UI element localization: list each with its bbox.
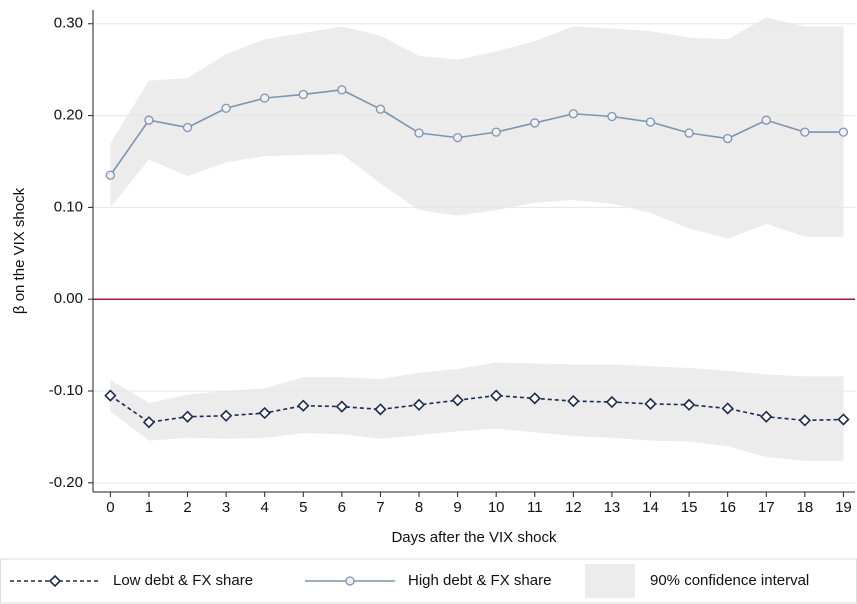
point <box>491 127 501 137</box>
point <box>723 133 733 144</box>
point <box>221 103 231 113</box>
point <box>528 392 541 405</box>
x-tick-label: 18 <box>796 499 813 516</box>
point <box>451 394 464 407</box>
point <box>721 402 734 415</box>
legend-label: 90% confidence interval <box>650 572 809 589</box>
x-tick-label: 7 <box>376 499 384 516</box>
x-tick-label: 16 <box>719 499 736 516</box>
x-tick-label: 0 <box>106 499 114 516</box>
point <box>412 398 426 411</box>
point <box>568 109 578 119</box>
point <box>684 128 694 138</box>
point <box>374 403 387 416</box>
x-tick-label: 2 <box>183 499 191 516</box>
y-tick-label: 0.20 <box>54 107 83 124</box>
point <box>837 413 850 426</box>
point <box>297 399 310 412</box>
x-tick-label: 12 <box>565 499 582 516</box>
y-tick-label: -0.10 <box>49 382 83 399</box>
x-tick-label: 6 <box>338 499 346 516</box>
point <box>337 85 347 95</box>
legend-box <box>0 558 857 604</box>
y-tick-label: 0.30 <box>54 15 83 32</box>
x-tick-label: 13 <box>604 499 621 516</box>
point <box>605 395 619 409</box>
point <box>260 93 270 103</box>
y-tick-label: 0.10 <box>54 198 83 215</box>
x-tick-label: 8 <box>415 499 423 516</box>
point <box>761 115 771 125</box>
point <box>104 389 117 402</box>
legend-marker <box>345 576 355 586</box>
point <box>800 127 810 137</box>
point <box>838 127 849 137</box>
point <box>760 410 773 423</box>
x-tick-label: 14 <box>642 499 659 516</box>
point <box>567 394 580 408</box>
x-tick-label: 3 <box>222 499 230 516</box>
x-tick-label: 10 <box>488 499 505 516</box>
x-tick-label: 5 <box>299 499 307 516</box>
x-tick-label: 9 <box>453 499 461 516</box>
point <box>298 89 308 100</box>
point <box>258 406 271 420</box>
confidence-band <box>110 17 844 239</box>
point <box>375 104 386 114</box>
point <box>142 416 156 429</box>
point <box>182 122 193 133</box>
x-tick-label: 4 <box>261 499 269 516</box>
x-tick-label: 11 <box>527 499 543 516</box>
confidence-band <box>110 362 844 461</box>
point <box>682 398 696 411</box>
point <box>644 397 657 410</box>
y-tick-label: 0.00 <box>54 290 83 307</box>
point <box>452 132 463 143</box>
point <box>144 115 154 125</box>
legend-label: Low debt & FX share <box>113 572 253 589</box>
point <box>219 409 233 422</box>
point <box>607 111 617 122</box>
point <box>490 389 503 402</box>
x-axis-title: Days after the VIX shock <box>391 529 557 546</box>
point <box>105 170 116 180</box>
point <box>530 118 540 128</box>
y-tick-label: -0.20 <box>49 474 83 491</box>
series-line <box>109 89 844 176</box>
x-tick-label: 15 <box>681 499 698 516</box>
legend-swatch <box>585 564 635 598</box>
point <box>798 414 811 427</box>
x-tick-label: 1 <box>145 499 153 516</box>
x-tick-label: 17 <box>758 499 775 516</box>
y-axis-title: β on the VIX shock <box>11 187 28 314</box>
x-tick-label: 19 <box>835 499 852 516</box>
point <box>335 400 348 413</box>
legend-label: High debt & FX share <box>408 572 551 589</box>
legend-marker <box>48 574 62 588</box>
point <box>645 117 656 127</box>
point <box>414 128 424 138</box>
point <box>181 410 194 423</box>
